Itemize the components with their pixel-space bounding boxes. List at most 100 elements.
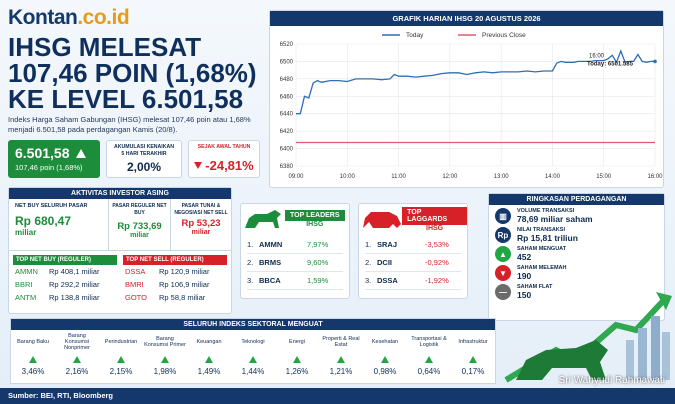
bull-icon	[245, 210, 281, 228]
laggards-title: TOP LAGGARDS	[402, 206, 467, 225]
top-sell-value: Rp 106,9 miliar	[159, 280, 210, 289]
laggards-row: 3. DSSA -1,92%	[365, 272, 461, 290]
investor-asing-panel: AKTIVITAS INVESTOR ASING NET BUY SELURUH…	[8, 187, 232, 314]
ytd-label: SEJAK AWAL TAHUN	[197, 144, 251, 150]
laggards-value: -0,92%	[425, 258, 449, 267]
index-value-box: 6.501,58 107,46 poin (1,68%)	[8, 140, 100, 178]
laggards-value: -1,92%	[425, 276, 449, 285]
sektor-value: 0,64%	[417, 367, 441, 376]
leaders-code: AMMN	[259, 240, 283, 249]
top-sell-code: BMRI	[125, 280, 144, 289]
x-tick-label: 16:00	[647, 174, 663, 180]
ringkasan-label: SAHAM MELEMAH	[517, 265, 567, 271]
y-tick-label: 6480	[280, 77, 294, 83]
top-sell-code: GOTO	[125, 293, 147, 302]
x-tick-label: 09:00	[288, 174, 304, 180]
sektor-value: 3,46%	[21, 367, 45, 376]
chart-icon: ▥	[495, 208, 511, 224]
lead-paragraph: Indeks Harga Saham Gabungan (IHSG) meles…	[8, 115, 251, 134]
x-tick-label: 14:00	[545, 174, 561, 180]
sektor-item: Keuangan 1,49%	[187, 331, 231, 376]
ringkasan-label: NILAI TRANSAKSI	[517, 227, 565, 233]
sektor-name: Perindustrian	[104, 339, 138, 345]
laggards-rank: 1.	[365, 240, 372, 249]
asing-title: AKTIVITAS INVESTOR ASING	[9, 188, 231, 199]
rupiah-icon: Rp	[495, 227, 511, 243]
sektoral-list: Barang Baku 3,46% Barang Konsumsi Nonprime…	[11, 331, 495, 376]
sektor-item: Teknologi 1,44%	[231, 331, 275, 376]
top-sell-row: DSSA Rp 120,9 miliar	[123, 265, 227, 278]
up-arrow-icon	[205, 356, 213, 363]
tunai-unit: miliar	[191, 229, 211, 236]
sektor-name: Barang Baku	[17, 339, 49, 345]
sektor-value: 2,15%	[109, 367, 133, 376]
top-sell-row: BMRI Rp 106,9 miliar	[123, 278, 227, 291]
laggards-row: 1. SRAJ -3,53%	[365, 236, 461, 254]
annotation-value: Today: 6501.585	[587, 61, 634, 67]
y-tick-label: 6400	[280, 147, 294, 153]
sektor-name: Infrastruktur	[458, 339, 488, 345]
sektor-value: 1,21%	[329, 367, 353, 376]
top-sell-value: Rp 120,9 miliar	[159, 267, 210, 276]
leaders-row: 3. BBCA 1,59%	[247, 272, 343, 290]
leaders-sub: IHSG	[306, 221, 324, 228]
up-arrow-icon	[293, 356, 301, 363]
up-arrow-icon	[469, 356, 477, 363]
sektor-value: 1,98%	[153, 367, 177, 376]
leaders-list: 1. AMMN 7,97% 2. BRMS 9,60% 3. BBCA 1,59%	[241, 234, 349, 292]
ihsg-chart-card: GRAFIK HARIAN IHSG 20 AGUSTUS 2026 6380 6…	[269, 10, 664, 188]
sektor-item: Barang Konsumsi Primer 1,98%	[143, 331, 187, 376]
sektor-name: Energi	[289, 339, 305, 345]
top-sell-row: GOTO Rp 58,8 miliar	[123, 291, 227, 304]
akumulasi-value: 2,00%	[126, 160, 162, 174]
sektor-name: Barang Konsumsi Primer	[144, 336, 186, 348]
sektor-item: Barang Baku 3,46%	[11, 331, 55, 376]
laggards-code: DCII	[377, 258, 392, 267]
ringkasan-label: VOLUME TRANSAKSI	[517, 208, 575, 214]
up-arrow-icon	[337, 356, 345, 363]
down-arrow-icon	[194, 162, 203, 169]
ringkasan-row: ▼ SAHAM MELEMAH 190	[495, 265, 658, 281]
top-sell-code: DSSA	[125, 267, 146, 276]
top-sell-title: TOP NET SELL (REGULER)	[123, 255, 227, 265]
leaders-rank: 2.	[247, 258, 254, 267]
laggards-row: 2. DCII -0,92%	[365, 254, 461, 272]
up-arrow-icon	[75, 148, 86, 158]
ringkasan-label: SAHAM FLAT	[517, 284, 553, 290]
top-sell-list: DSSA Rp 120,9 miliar BMRI Rp 106,9 miliar GO…	[123, 265, 227, 304]
leaders-value: 9,60%	[307, 258, 329, 267]
sektor-name: Barang Konsumsi Nonprimer	[64, 333, 90, 351]
headline: IHSG MELESAT 107,46 POIN (1,68%) KE LEVE…	[8, 34, 263, 112]
laggards-sub: IHSG	[426, 224, 444, 232]
headline-line1: IHSG MELESAT	[8, 32, 202, 62]
sektor-value: 0,98%	[373, 367, 397, 376]
leaders-row: 1. AMMN 7,97%	[247, 236, 343, 254]
top-buy-row: ANTM Rp 138,8 miliar	[13, 291, 117, 304]
net-buy-unit: miliar	[15, 228, 37, 237]
up-arrow-icon	[73, 356, 81, 363]
net-buy-value: Rp 680,47	[15, 214, 72, 228]
top-leaders-panel: TOP LEADERS IHSG 1. AMMN 7,97% 2. BRMS 9,60% 3…	[240, 203, 350, 299]
y-tick-label: 6420	[280, 129, 294, 135]
sektor-item: Perindustrian 2,15%	[99, 331, 143, 376]
x-tick-label: 13:00	[494, 174, 510, 180]
ringkasan-value: 452	[517, 252, 532, 262]
headline-line2: 107,46 POIN (1,68%)	[8, 58, 257, 88]
reguler-label: PASAR REGULER NET BUY	[112, 203, 167, 216]
ringkasan-row: — SAHAM FLAT 150	[495, 284, 658, 300]
ringkasan-value: 190	[517, 271, 532, 281]
sektor-value: 2,16%	[65, 367, 89, 376]
top-buy-code: BBRI	[15, 280, 33, 289]
x-tick-label: 15:00	[596, 174, 612, 180]
up-arrow-icon	[249, 356, 257, 363]
sektor-item: Properti & Real Estat 1,21%	[319, 331, 363, 376]
bull-arrow-illustration	[504, 292, 672, 383]
top-buy-title: TOP NET BUY (REGULER)	[13, 255, 117, 265]
leaders-rank: 1.	[247, 240, 254, 249]
top-buy-row: AMMN Rp 408,1 miliar	[13, 265, 117, 278]
reguler-unit: miliar	[130, 232, 149, 239]
x-tick-label: 10:00	[340, 174, 356, 180]
sektoral-panel: SELURUH INDEKS SEKTORAL MENGUAT Barang B…	[10, 318, 496, 384]
leaders-row: 2. BRMS 9,60%	[247, 254, 343, 272]
index-change: 107,46 poin (1,68%)	[15, 163, 83, 172]
